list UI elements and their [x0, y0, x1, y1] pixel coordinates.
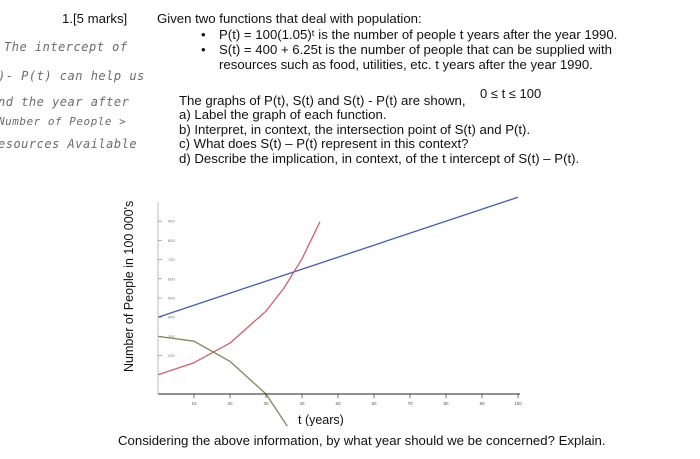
x-tick-label: 80 [443, 401, 449, 406]
series-line-3 [157, 335, 288, 426]
followup-question: Considering the above information, by wh… [118, 433, 606, 448]
x-tick-label: 100 [514, 401, 522, 406]
y-tick-label: 800 [168, 238, 175, 243]
series-line-2 [157, 221, 321, 376]
y-tick-label: 900 [168, 219, 175, 224]
bullet-s-function-continued: resources such as food, utilities, etc. … [219, 57, 593, 72]
y-tick-label: 500 [168, 296, 175, 301]
part-a: a) Label the graph of each function. [179, 107, 387, 122]
x-tick-label: 70 [407, 401, 413, 406]
x-tick-label: 40 [299, 401, 305, 406]
series-line-1 [157, 196, 519, 318]
x-tick-label: 60 [371, 401, 377, 406]
x-tick-label: 20 [227, 401, 233, 406]
x-tick-label: 90 [479, 401, 485, 406]
x-tick-label: 10 [191, 401, 197, 406]
question-number: 1.[5 marks] [62, 11, 128, 26]
bullet-p-function: P(t) = 100(1.05)ᵗ is the number of peopl… [201, 27, 617, 42]
y-tick-label: 700 [168, 257, 175, 262]
part-c: c) What does S(t) – P(t) represent in th… [179, 136, 469, 151]
y-axis-label: Number of People in 100 000's [122, 201, 136, 372]
x-axis-label: t (years) [298, 413, 344, 426]
domain-text: 0 ≤ t ≤ 100 [480, 86, 542, 101]
question-intro: Given two functions that deal with popul… [157, 11, 422, 26]
handwriting-line-4: Number of People > [0, 115, 127, 128]
handwriting-line-5: esources Available [0, 137, 138, 151]
x-tick-label: 50 [335, 401, 341, 406]
handwriting-line-2: )- P(t) can help us [0, 69, 145, 83]
handwriting-line-1: The intercept of [4, 40, 128, 54]
part-b: b) Interpret, in context, the intersecti… [179, 122, 531, 137]
graphs-description: The graphs of P(t), S(t) and S(t) - P(t)… [179, 93, 466, 108]
part-d: d) Describe the implication, in context,… [179, 151, 580, 166]
x-tick-label: 30 [263, 401, 269, 406]
bullet-s-function: S(t) = 400 + 6.25t is the number of peop… [201, 42, 612, 57]
y-tick-label: 200 [168, 353, 175, 358]
y-tick-label: 600 [168, 276, 175, 281]
population-chart: 10 20 30 40 50 60 70 80 90 100 200 300 400 500 600 700 8… [122, 196, 522, 426]
handwriting-line-3: nd the year after [0, 95, 130, 109]
y-tick-label: 400 [168, 315, 175, 320]
y-tick-label: 300 [168, 334, 175, 339]
